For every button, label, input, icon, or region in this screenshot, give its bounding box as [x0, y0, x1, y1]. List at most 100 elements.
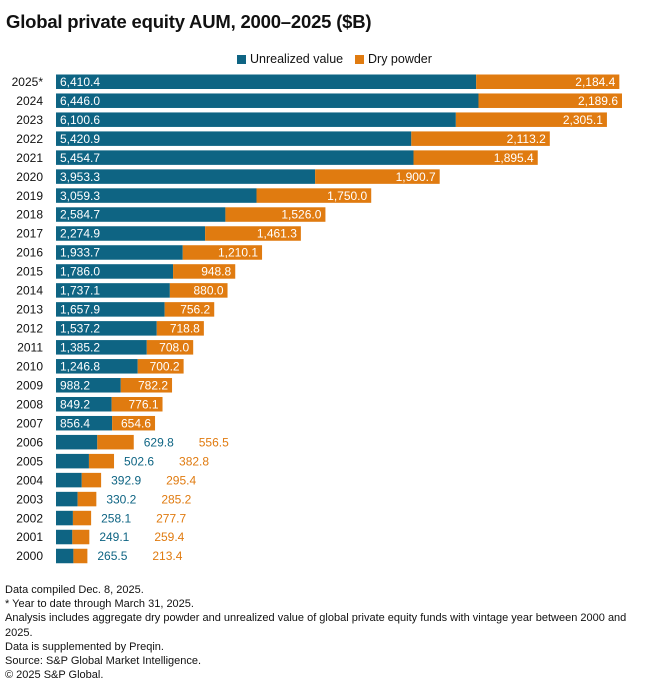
data-label-dry-powder: 700.2 — [150, 360, 180, 374]
bar-dry-powder — [413, 150, 538, 165]
bar-dry-powder — [97, 434, 134, 450]
bar-dry-powder — [112, 415, 156, 431]
data-label-dry-powder: 1,750.0 — [327, 189, 367, 203]
category-label: 2002 — [16, 511, 43, 525]
bar-unrealized-value — [56, 245, 183, 260]
data-label-unrealized-value: 5,454.7 — [60, 151, 100, 165]
bar-unrealized-value — [56, 302, 165, 317]
bar-dry-powder — [146, 340, 194, 355]
legend-label-dry-powder: Dry powder — [368, 52, 432, 66]
bar-dry-powder — [455, 112, 607, 127]
bar-dry-powder — [88, 453, 115, 469]
bar-unrealized-value — [56, 169, 316, 184]
category-label: 2022 — [16, 132, 43, 146]
bar-dry-powder — [72, 529, 90, 545]
bar-unrealized-value — [56, 150, 414, 165]
bar-unrealized-value — [56, 548, 74, 564]
data-label-unrealized-value: 6,410.4 — [60, 75, 100, 89]
data-label-dry-powder: 2,184.4 — [575, 75, 615, 89]
bar-dry-powder — [411, 131, 550, 146]
data-label-unrealized-value: 6,100.6 — [60, 113, 100, 127]
data-label-unrealized-value: 988.2 — [60, 378, 90, 392]
bar-unrealized-value — [56, 321, 157, 336]
data-label-dry-powder: 1,895.4 — [494, 151, 534, 165]
note-source: Source: S&P Global Market Intelligence. — [5, 655, 202, 668]
data-label-dry-powder: 259.4 — [154, 530, 184, 544]
bar-dry-powder — [169, 283, 228, 298]
bar-dry-powder — [72, 510, 92, 526]
data-label-dry-powder: 708.0 — [159, 341, 189, 355]
bar-dry-powder — [156, 321, 204, 336]
bar-dry-powder — [256, 188, 372, 203]
data-label-unrealized-value: 258.1 — [101, 511, 131, 525]
bar-unrealized-value — [56, 415, 113, 431]
data-label-unrealized-value: 3,059.3 — [60, 189, 100, 203]
data-label-unrealized-value: 6,446.0 — [60, 94, 100, 108]
category-label: 2016 — [16, 246, 43, 260]
bar-unrealized-value — [56, 112, 456, 127]
category-label: 2014 — [16, 284, 43, 298]
data-label-dry-powder: 1,210.1 — [218, 246, 258, 260]
bar-dry-powder — [77, 491, 97, 507]
legend-item-unrealized-value: Unrealized value — [237, 52, 343, 66]
category-label: 2001 — [16, 530, 43, 544]
bar-unrealized-value — [56, 74, 477, 89]
bar-unrealized-value — [56, 529, 73, 545]
category-label: 2019 — [16, 189, 43, 203]
bar-unrealized-value — [56, 226, 206, 241]
data-label-unrealized-value: 249.1 — [99, 530, 129, 544]
bar-unrealized-value — [56, 378, 121, 393]
bar-dry-powder — [164, 302, 215, 317]
legend-swatch-unrealized-value — [237, 54, 246, 64]
data-label-dry-powder: 718.8 — [170, 322, 200, 336]
bar-unrealized-value — [56, 93, 479, 108]
category-label: 2006 — [16, 435, 43, 449]
data-label-dry-powder: 2,305.1 — [563, 113, 603, 127]
bar-dry-powder — [137, 359, 184, 374]
note-analysis-scope: Analysis includes aggregate dry powder a… — [5, 612, 627, 639]
data-label-dry-powder: 382.8 — [179, 454, 209, 468]
data-label-unrealized-value: 1,246.8 — [60, 360, 100, 374]
data-label-unrealized-value: 5,420.9 — [60, 132, 100, 146]
category-label: 2020 — [16, 170, 43, 184]
data-label-dry-powder: 948.8 — [201, 265, 231, 279]
note-data-supplement: Data is supplemented by Preqin. — [5, 640, 164, 653]
bar-unrealized-value — [56, 264, 174, 279]
category-label: 2015 — [16, 265, 43, 279]
bar-dry-powder — [315, 169, 440, 184]
category-label: 2003 — [16, 492, 43, 506]
bar-unrealized-value — [56, 396, 112, 412]
category-label: 2013 — [16, 303, 43, 317]
bar-unrealized-value — [56, 359, 138, 374]
bar-dry-powder — [476, 74, 620, 89]
data-label-dry-powder: 1,526.0 — [281, 208, 321, 222]
legend-swatch-dry-powder — [355, 54, 364, 64]
category-label: 2011 — [17, 341, 43, 355]
category-label: 2000 — [16, 549, 43, 563]
bar-dry-powder — [225, 207, 326, 222]
bar-dry-powder — [173, 264, 236, 279]
bar-unrealized-value — [56, 491, 78, 507]
bar-dry-powder — [182, 245, 263, 260]
bar-unrealized-value — [56, 283, 170, 298]
bar-dry-powder — [205, 226, 301, 241]
data-label-unrealized-value: 629.8 — [144, 435, 174, 449]
data-label-dry-powder: 277.7 — [156, 511, 186, 525]
note-copyright: © 2025 S&P Global. — [5, 669, 104, 682]
data-label-dry-powder: 782.2 — [138, 378, 168, 392]
bar-unrealized-value — [56, 434, 98, 450]
data-label-unrealized-value: 1,737.1 — [60, 284, 100, 298]
category-label: 2009 — [16, 378, 43, 392]
data-label-unrealized-value: 392.9 — [111, 473, 141, 487]
data-label-dry-powder: 285.2 — [161, 492, 191, 506]
legend-item-dry-powder: Dry powder — [355, 52, 432, 66]
data-label-dry-powder: 654.6 — [121, 416, 151, 430]
category-label: 2004 — [16, 473, 43, 487]
bar-unrealized-value — [56, 510, 73, 526]
data-label-dry-powder: 2,189.6 — [578, 94, 618, 108]
data-label-unrealized-value: 849.2 — [60, 397, 90, 411]
category-label: 2018 — [16, 208, 43, 222]
data-label-unrealized-value: 502.6 — [124, 454, 154, 468]
data-label-dry-powder: 295.4 — [166, 473, 196, 487]
data-label-unrealized-value: 2,274.9 — [60, 227, 100, 241]
